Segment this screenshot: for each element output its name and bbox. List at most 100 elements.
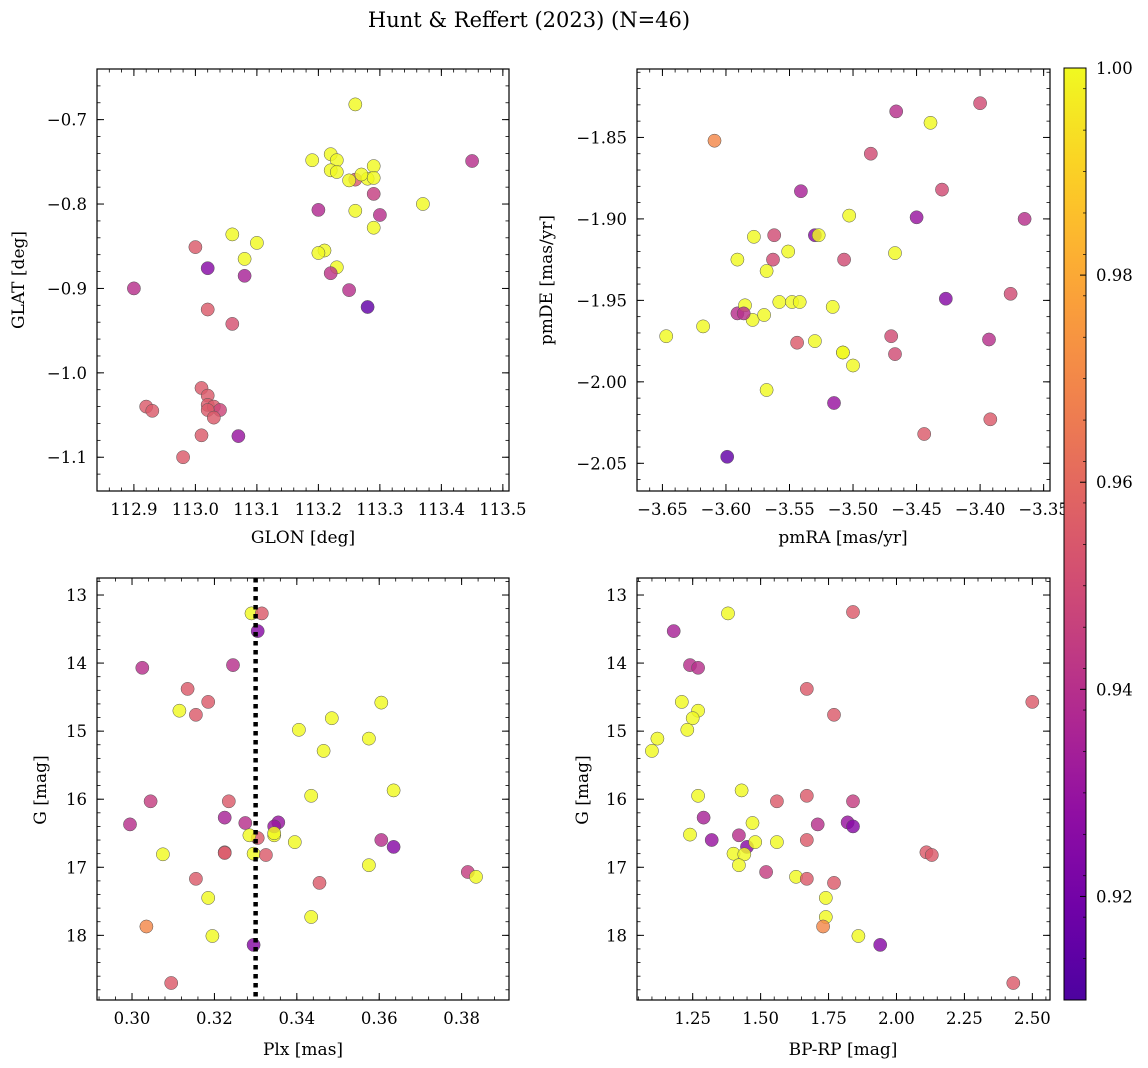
data-point: [827, 396, 841, 410]
data-point: [810, 817, 825, 832]
x-tick-label: 0.38: [443, 1009, 480, 1028]
colorbar-tick-label: 0.96: [1096, 473, 1133, 492]
y-axis-label: G [mag]: [31, 755, 51, 824]
x-tick-label: 112.9: [110, 500, 157, 519]
data-point: [360, 300, 375, 314]
data-point: [696, 810, 711, 825]
data-point: [323, 266, 338, 281]
x-tick-label: 113.3: [356, 500, 403, 519]
data-point: [237, 268, 252, 283]
data-point: [188, 240, 203, 254]
data-point: [846, 605, 860, 619]
data-point: [217, 810, 232, 825]
y-tick-label: 17: [66, 858, 87, 877]
data-point: [757, 308, 771, 322]
y-axis-label: G [mag]: [573, 755, 593, 824]
x-tick-label: 2.00: [878, 1009, 915, 1028]
data-point: [292, 722, 306, 737]
x-tick-label: 1.50: [742, 1009, 779, 1028]
data-point: [304, 910, 319, 924]
data-point: [707, 133, 722, 148]
y-tick-label: 18: [606, 926, 627, 945]
data-point: [354, 167, 369, 182]
data-point: [311, 203, 326, 217]
data-point: [205, 929, 220, 943]
y-tick-label: 18: [66, 926, 87, 945]
data-point: [691, 788, 705, 803]
data-point: [767, 228, 782, 243]
x-tick-label: 113.1: [233, 500, 280, 519]
data-point: [416, 197, 430, 211]
x-tick-label: −3.40: [955, 500, 1006, 519]
y-tick-label: −0.7: [47, 111, 87, 130]
data-point: [189, 871, 203, 886]
data-point: [180, 682, 195, 696]
scatter-points: [645, 605, 1040, 990]
plot-frame: [636, 68, 1051, 492]
data-point: [745, 816, 760, 830]
data-point: [366, 159, 381, 173]
panel-bprp-g: BP-RP [mag] G [mag] 1.25 1.50 1.75 2.00 2.25…: [573, 577, 1051, 1060]
data-point: [983, 412, 998, 427]
x-axis-label: GLON [deg]: [251, 528, 355, 548]
data-point: [242, 828, 257, 843]
data-point: [683, 827, 697, 842]
data-point: [736, 306, 751, 321]
data-point: [324, 711, 339, 726]
data-point: [863, 146, 878, 161]
data-point: [825, 300, 840, 314]
figure-title: Hunt & Reffert (2023) (N=46): [368, 8, 690, 32]
data-point: [770, 794, 784, 809]
data-point: [938, 291, 953, 306]
y-tick-label: −2.00: [576, 373, 627, 392]
data-point: [770, 835, 784, 849]
data-point: [143, 794, 158, 809]
data-point: [846, 794, 860, 809]
y-tick-label: 15: [606, 722, 627, 741]
x-axis-label: Plx [mas]: [263, 1040, 343, 1060]
data-point: [759, 383, 774, 397]
x-tick-label: 0.36: [361, 1009, 398, 1028]
x-axis-label: BP-RP [mag]: [789, 1040, 898, 1060]
y-tick-label: 16: [66, 790, 87, 809]
panel-glon-glat: GLON [deg] GLAT [deg] 112.9 113.0 113.1 113…: [9, 68, 526, 548]
y-tick-label: −1.1: [47, 448, 87, 467]
x-tick-label: 2.50: [1014, 1009, 1051, 1028]
data-point: [645, 744, 659, 758]
data-point: [827, 707, 841, 722]
data-point: [837, 252, 851, 267]
data-point: [730, 252, 745, 267]
y-axis-label: pmDE [mas/yr]: [537, 215, 557, 345]
data-point: [342, 283, 356, 297]
data-point: [917, 427, 932, 441]
data-point: [666, 624, 681, 638]
data-point: [156, 847, 170, 862]
data-point: [217, 846, 232, 860]
data-point: [794, 184, 808, 199]
x-tick-label: 113.5: [479, 500, 526, 519]
data-point: [846, 358, 860, 373]
data-point: [799, 788, 814, 803]
x-tick-label: 0.30: [114, 1009, 151, 1028]
panel-plx-g: Plx [mas] G [mag] 0.30 0.32 0.34 0.36 0.38 13…: [31, 577, 510, 1060]
x-tick-label: 113.0: [172, 500, 219, 519]
scatter-points: [123, 606, 483, 990]
data-point: [982, 332, 996, 347]
data-point: [759, 865, 773, 879]
data-point: [721, 606, 735, 621]
data-point: [145, 403, 160, 418]
plot-frame: [96, 577, 510, 1001]
x-tick-label: −3.60: [701, 500, 752, 519]
data-point: [348, 97, 363, 112]
x-tick-label: −3.65: [637, 500, 688, 519]
data-point: [734, 783, 749, 798]
data-point: [924, 848, 939, 862]
data-point: [792, 295, 807, 309]
data-point: [842, 208, 857, 223]
colorbar-tick-label: 0.92: [1096, 887, 1133, 906]
data-point: [1017, 212, 1032, 226]
y-tick-label: 14: [66, 654, 87, 673]
data-point: [135, 660, 150, 675]
y-tick-label: 16: [606, 790, 627, 809]
